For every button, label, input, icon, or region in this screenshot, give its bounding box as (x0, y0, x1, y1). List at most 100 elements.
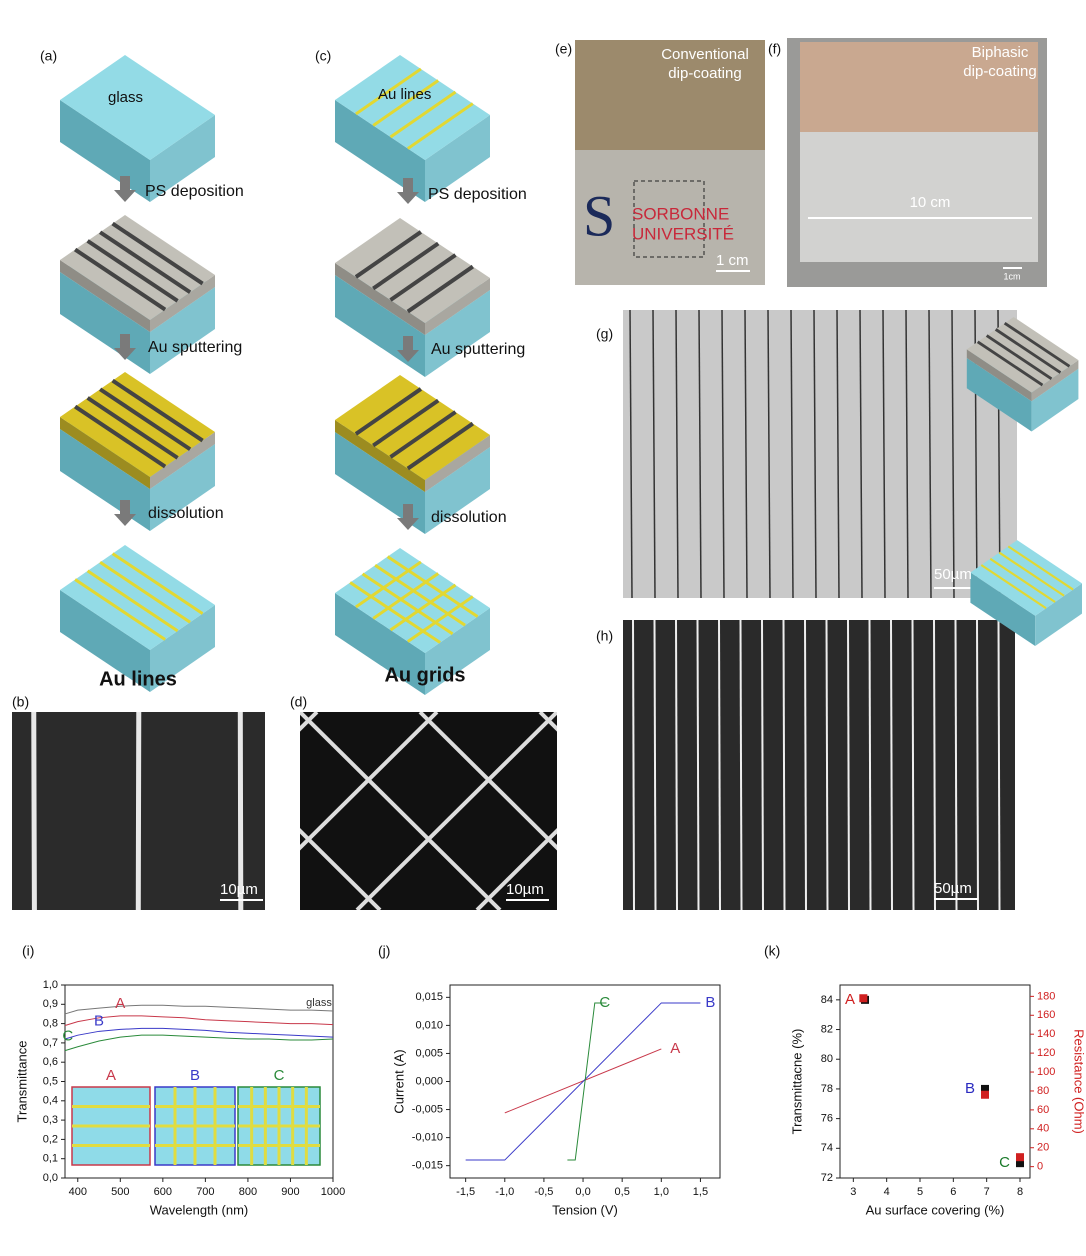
au-line (34, 712, 35, 910)
step-label: PS deposition (145, 183, 244, 200)
photo-title: Biphasic (972, 44, 1029, 61)
y-tick-label: 76 (821, 1113, 833, 1125)
series-label: B (705, 994, 715, 1011)
caption: Au grids (384, 664, 465, 686)
series-line (65, 1028, 333, 1039)
x-axis-label: Tension (V) (552, 1202, 618, 1217)
y-tick-label: -0,015 (412, 1160, 443, 1172)
y-tick-label: 0,2 (43, 1133, 58, 1145)
y-tick-label: 0,1 (43, 1153, 58, 1165)
line-h (848, 620, 849, 910)
x-axis-label: Wavelength (nm) (150, 1202, 249, 1217)
logo-text: UNIVERSITÉ (632, 224, 734, 243)
y-tick-label: 0,010 (415, 1019, 443, 1031)
line-h (698, 620, 699, 910)
inset-label: B (190, 1067, 200, 1084)
line-h (805, 620, 806, 910)
line-h (633, 620, 634, 910)
scale-label: 10µm (506, 881, 544, 898)
x-tick-label: 600 (154, 1186, 172, 1198)
x-tick-label: 400 (69, 1186, 87, 1198)
panel-label: (k) (764, 943, 780, 959)
scale-label: 10µm (220, 881, 258, 898)
panel-label: (g) (596, 326, 613, 342)
y-tick-label: 72 (821, 1172, 833, 1184)
point (859, 994, 867, 1002)
point (1016, 1153, 1024, 1161)
x-tick-label: 1000 (321, 1186, 345, 1198)
line-h (956, 620, 957, 910)
series-line (65, 1035, 333, 1050)
y-tick-label: 0,005 (415, 1047, 443, 1059)
line-h (676, 620, 677, 910)
y2-tick-label: 100 (1037, 1066, 1055, 1078)
line-h (719, 620, 720, 910)
y-tick-label: 0,4 (43, 1095, 58, 1107)
series-label: glass (306, 997, 332, 1009)
line-h (891, 620, 892, 910)
x-tick-label: 3 (850, 1186, 856, 1198)
panel-label: (b) (12, 694, 29, 710)
y-tick-label: 78 (821, 1083, 833, 1095)
caption: Au lines (99, 668, 177, 690)
y2-tick-label: 20 (1037, 1142, 1049, 1154)
block-label: Au lines (378, 86, 431, 103)
x-tick-label: 0,0 (575, 1186, 590, 1198)
photo-title: Conventional (661, 46, 749, 63)
y2-axis-label: Resistance (Ohm) (1072, 1029, 1086, 1134)
scale-label: 50µm (934, 566, 972, 583)
line-h (784, 620, 785, 910)
series-label: A (115, 995, 125, 1012)
scale-label: 1 cm (716, 252, 749, 269)
y2-tick-label: 60 (1037, 1104, 1049, 1116)
line-h (999, 620, 1000, 910)
x-tick-label: 700 (196, 1186, 214, 1198)
line-h (934, 620, 935, 910)
step-label: dissolution (148, 505, 224, 522)
y-axis-label: Transmittacne (%) (789, 1029, 804, 1135)
inset-label: A (106, 1067, 116, 1084)
point-label: B (965, 1080, 975, 1097)
y-tick-label: 0,8 (43, 1018, 58, 1030)
x-tick-label: 8 (1017, 1186, 1023, 1198)
x-tick-label: -1,0 (495, 1186, 514, 1198)
block-label: glass (108, 89, 143, 106)
x-tick-label: -1,5 (456, 1186, 475, 1198)
y-tick-label: 0,0 (43, 1172, 58, 1184)
x-tick-label: 900 (281, 1186, 299, 1198)
y-axis-label: Transmittance (14, 1041, 29, 1123)
point-label: C (999, 1154, 1010, 1171)
figure: S (a) glass PS deposition Au sputtering … (0, 0, 1086, 1256)
step-label: Au sputtering (431, 341, 525, 358)
logo-s: S (583, 183, 615, 248)
series-line (466, 1003, 701, 1160)
y-tick-label: 0,015 (415, 991, 443, 1003)
y-axis-label: Current (A) (391, 1049, 406, 1113)
step-label: dissolution (431, 509, 507, 526)
photo-title: dip-coating (668, 65, 741, 82)
y2-tick-label: 40 (1037, 1123, 1049, 1135)
scale-label: 1cm (1003, 271, 1020, 281)
micrograph-g (623, 310, 1017, 598)
panel-label: (d) (290, 694, 307, 710)
x-tick-label: 1,5 (693, 1186, 708, 1198)
y-tick-label: 0,5 (43, 1075, 58, 1087)
x-tick-label: 0,5 (615, 1186, 630, 1198)
y-tick-label: 1,0 (43, 979, 58, 991)
dimension-label: 10 cm (910, 194, 951, 211)
y2-tick-label: 160 (1037, 1009, 1055, 1021)
line-h (827, 620, 828, 910)
x-tick-label: 4 (884, 1186, 890, 1198)
panel-label: (e) (555, 41, 572, 57)
line-h (762, 620, 763, 910)
step-label: PS deposition (428, 186, 527, 203)
y-tick-label: 80 (821, 1053, 833, 1065)
y-tick-label: 0,000 (415, 1075, 443, 1087)
series-line (567, 1003, 606, 1160)
point (981, 1091, 989, 1099)
inset-label: C (274, 1067, 285, 1084)
point-label: A (845, 991, 855, 1008)
x-tick-label: 800 (239, 1186, 257, 1198)
x-tick-label: 1,0 (654, 1186, 669, 1198)
x-tick-label: 7 (984, 1186, 990, 1198)
